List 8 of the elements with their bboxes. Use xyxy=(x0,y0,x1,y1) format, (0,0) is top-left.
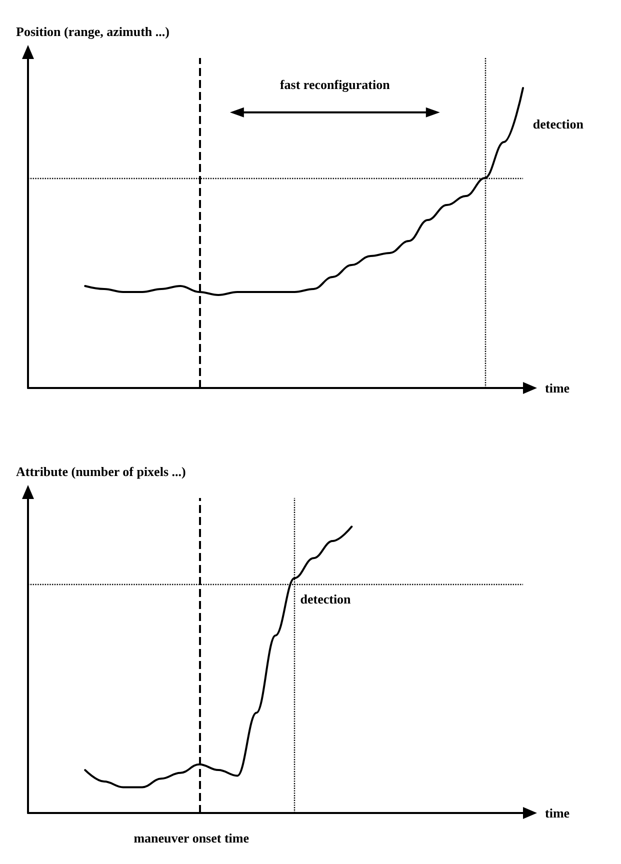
y-axis-title: Position (range, azimuth ...) xyxy=(16,24,170,39)
annotation: fast reconfiguration xyxy=(280,76,391,92)
y-axis-title: Attribute (number of pixels ...) xyxy=(16,464,186,479)
annotation: detection xyxy=(300,591,352,606)
x-axis-title: time xyxy=(545,380,570,396)
text: maneuver onset time xyxy=(134,830,250,846)
x-axis-title: time xyxy=(545,806,570,820)
text: detection xyxy=(532,116,584,132)
